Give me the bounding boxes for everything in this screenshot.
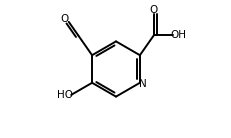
Text: OH: OH — [170, 30, 185, 40]
Text: O: O — [61, 14, 69, 24]
Text: N: N — [138, 79, 146, 89]
Text: HO: HO — [57, 90, 73, 100]
Text: O: O — [149, 5, 157, 15]
